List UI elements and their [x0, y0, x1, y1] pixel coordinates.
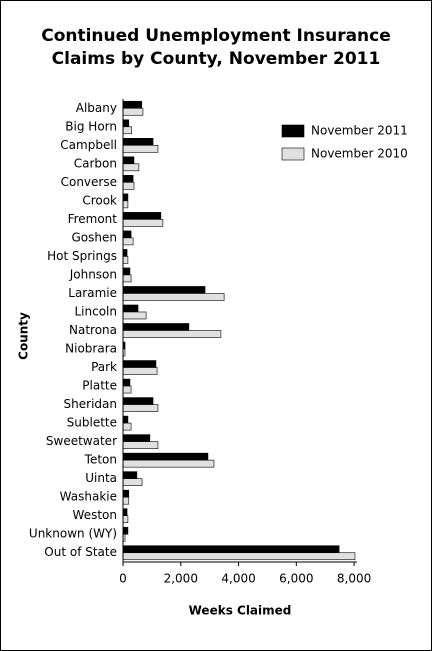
bar [122, 526, 129, 535]
bar [122, 304, 139, 313]
bar [122, 515, 129, 524]
legend-label: November 2011 [311, 124, 408, 138]
x-tick-label: 2,000 [164, 572, 198, 586]
y-tick-label: Washakie [60, 490, 117, 504]
bar [122, 286, 206, 294]
y-tick-label: Teton [84, 453, 117, 467]
bar [122, 367, 158, 375]
legend-label: November 2010 [311, 147, 408, 161]
y-tick-label: Johnson [69, 267, 117, 281]
bar [122, 163, 140, 172]
y-tick-label: Hot Springs [47, 249, 117, 263]
y-tick-label: Out of State [44, 545, 117, 559]
bar [122, 545, 340, 554]
bar [122, 360, 157, 368]
y-tick-label: Fremont [68, 212, 118, 226]
bar [122, 415, 129, 424]
bar [122, 200, 129, 209]
bar [122, 107, 144, 116]
bar [122, 274, 132, 283]
bar [122, 156, 135, 165]
x-tick-label: 8,000 [337, 572, 371, 586]
chart-title: Continued Unemployment Insurance [41, 26, 391, 46]
y-tick-label: Sublette [67, 416, 117, 430]
bar [122, 138, 154, 146]
y-tick-label: Albany [76, 101, 117, 115]
y-tick-label: Sweetwater [46, 434, 117, 448]
bar [122, 119, 130, 128]
bar [122, 552, 356, 561]
bar [122, 489, 130, 498]
bar [122, 267, 131, 276]
y-tick-label: Platte [82, 379, 117, 393]
bar [122, 193, 129, 202]
legend-swatch [281, 147, 305, 161]
y-tick-label: Niobrara [65, 342, 117, 356]
bar [122, 496, 130, 505]
y-axis-title: County [17, 312, 31, 360]
y-tick-label: Unknown (WY) [29, 527, 117, 541]
bar [122, 100, 143, 109]
bar [122, 126, 132, 135]
bar [122, 311, 147, 320]
bar [122, 508, 128, 517]
bar [122, 441, 159, 449]
y-tick-label: Goshen [72, 230, 118, 244]
bar [122, 459, 215, 468]
bar [122, 397, 154, 405]
y-tick-label: Lincoln [74, 304, 117, 318]
bar [122, 378, 131, 387]
bar [122, 212, 162, 220]
bar [122, 452, 209, 461]
bar [122, 323, 190, 331]
x-tick-label: 0 [119, 572, 127, 586]
bar [122, 256, 129, 264]
bar [122, 145, 159, 153]
bar [122, 385, 132, 394]
bar [122, 230, 132, 239]
bar [122, 434, 151, 442]
legend-swatch [281, 124, 305, 138]
y-tick-label: Natrona [69, 323, 117, 337]
bar [122, 478, 143, 486]
y-tick-label: Carbon [74, 156, 117, 170]
bar [122, 219, 164, 227]
y-tick-label: Campbell [60, 138, 117, 152]
bar [122, 293, 225, 301]
bar [122, 249, 128, 257]
bar [122, 422, 132, 431]
x-tick-label: 4,000 [221, 572, 255, 586]
bar [122, 237, 134, 246]
chart-title: Claims by County, November 2011 [52, 49, 381, 69]
y-tick-label: Converse [61, 175, 117, 189]
bar [122, 175, 134, 183]
y-tick-label: Crook [82, 193, 117, 207]
y-tick-label: Big Horn [65, 119, 117, 133]
bar [122, 182, 135, 190]
bar [122, 404, 159, 412]
bar [122, 330, 222, 338]
y-tick-label: Laramie [68, 286, 117, 300]
y-tick-label: Weston [73, 508, 117, 522]
y-tick-label: Park [91, 360, 117, 374]
x-tick-label: 6,000 [279, 572, 313, 586]
bar [122, 471, 138, 479]
y-tick-label: Sheridan [64, 397, 117, 411]
x-axis-title: Weeks Claimed [189, 604, 292, 618]
y-tick-label: Uinta [85, 471, 117, 485]
